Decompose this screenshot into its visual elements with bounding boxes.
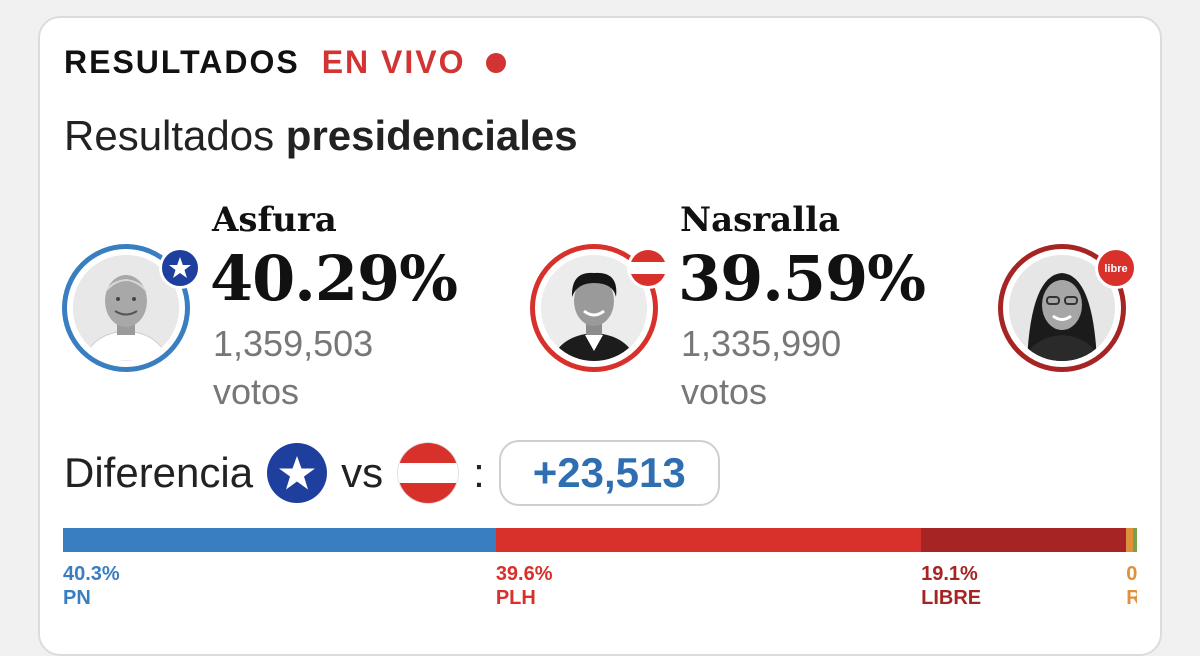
- candidate-votes: 1,359,503 votos: [213, 320, 373, 416]
- bar-percent-label: 0: [1126, 563, 1137, 585]
- avatar-nasralla[interactable]: [530, 244, 669, 372]
- plh-flag-icon: [397, 442, 460, 504]
- title-prefix: Resultados: [64, 112, 275, 159]
- votes-count: 1,359,503: [213, 323, 374, 364]
- difference-row: Diferencia vs : +23,513: [64, 438, 720, 508]
- bar-percent-label: 19.1%: [921, 563, 978, 585]
- difference-label: Diferencia: [64, 449, 254, 496]
- bar-segment-r: [1126, 528, 1133, 552]
- bar-segment-plh: [495, 528, 922, 552]
- liberal-flag-icon: [627, 247, 669, 289]
- candidate-name: Nasralla: [680, 200, 841, 240]
- votes-count: 1,335,990: [681, 323, 842, 364]
- bar-percent-label: 39.6%: [495, 563, 553, 585]
- difference-value: +23,513: [498, 440, 720, 506]
- live-label: EN VIVO: [321, 44, 466, 80]
- live-dot-icon: [485, 52, 506, 73]
- title-bold: presidenciales: [285, 112, 578, 159]
- candidate-name: Asfura: [212, 200, 337, 240]
- bar-percent-label: 40.3%: [63, 563, 120, 585]
- separator: :: [473, 449, 485, 496]
- bar-party-label: PN: [63, 587, 91, 609]
- results-bar: [63, 528, 1137, 552]
- bar-legend-pn: 40.3% PN: [63, 562, 120, 610]
- bar-party-label: R: [1126, 587, 1137, 609]
- candidate-photo: [73, 255, 179, 361]
- bar-segment-libre: [921, 528, 1127, 552]
- libre-party-icon: libre: [1095, 247, 1137, 289]
- avatar-asfura[interactable]: [62, 244, 201, 372]
- live-header: RESULTADOS EN VIVO: [64, 44, 506, 81]
- candidate-votes: 1,335,990 votos: [681, 320, 841, 416]
- star-icon: [159, 247, 201, 289]
- avatar-libre[interactable]: libre: [998, 244, 1137, 372]
- bar-party-label: LIBRE: [921, 587, 982, 609]
- candidate-percent: 39.59%: [678, 242, 926, 315]
- section-title: Resultados presidenciales: [64, 112, 578, 160]
- libre-logo-text: libre: [1104, 263, 1127, 275]
- bar-legend-plh: 39.6% PLH: [496, 562, 553, 610]
- votes-unit: votos: [213, 371, 300, 412]
- pn-star-icon: [267, 443, 328, 503]
- bar-segment-other: [1132, 528, 1137, 552]
- votes-unit: votos: [681, 371, 768, 412]
- bar-party-label: PLH: [495, 587, 536, 609]
- bar-segment-pn: [63, 528, 496, 552]
- bar-legend-libre: 19.1% LIBRE: [921, 562, 981, 610]
- vs-label: vs: [341, 449, 384, 496]
- candidate-percent: 40.29%: [210, 242, 458, 315]
- results-label: RESULTADOS: [64, 44, 300, 80]
